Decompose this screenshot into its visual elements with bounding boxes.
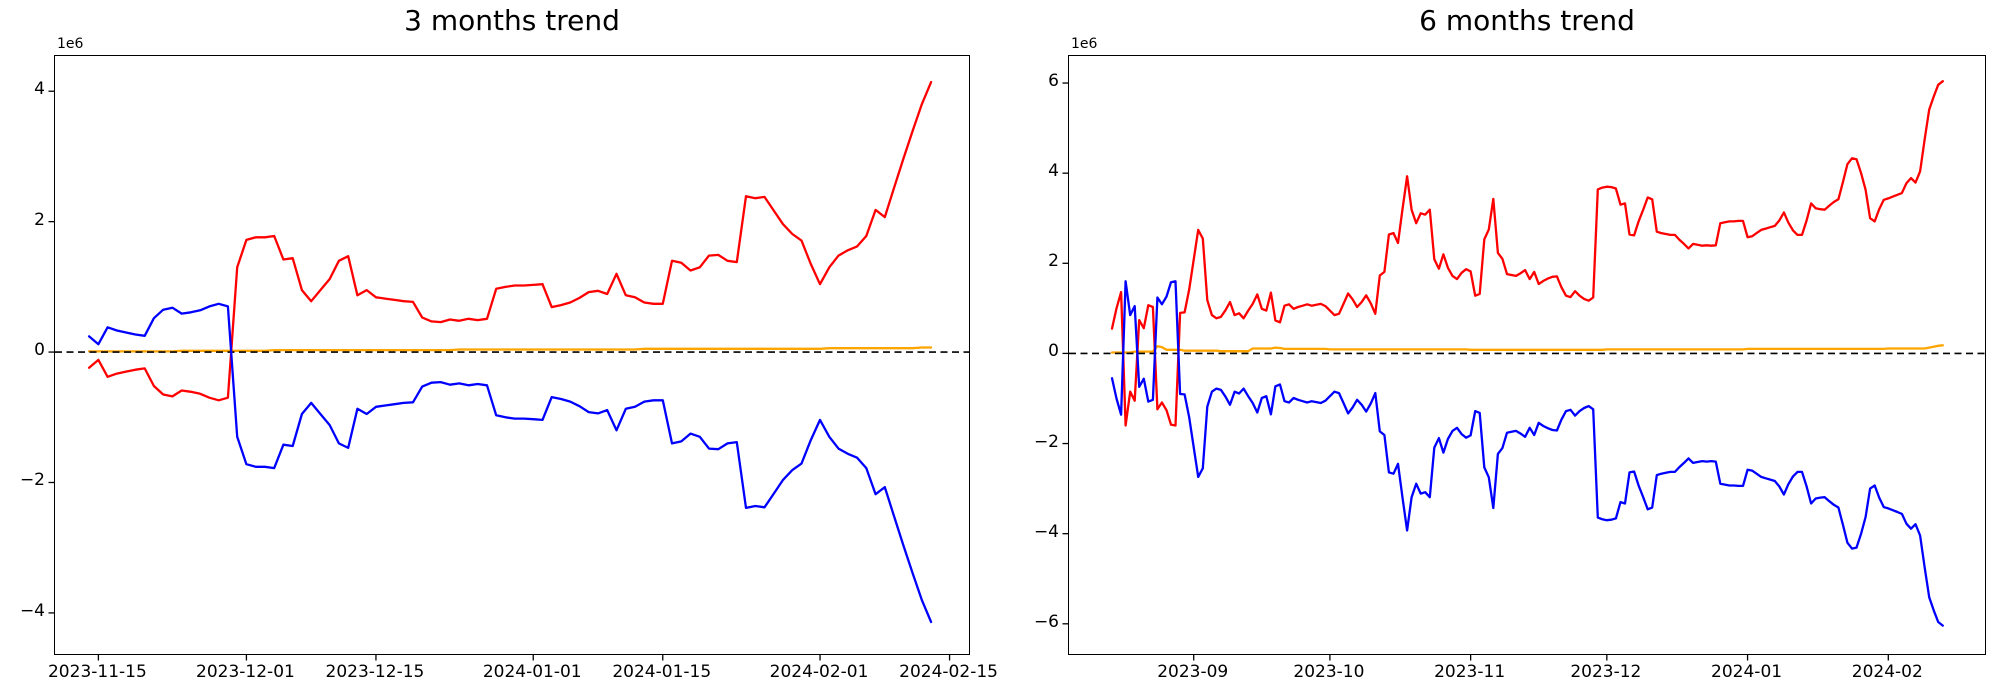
- plot-area: [48, 55, 970, 661]
- x-tick-label: 2023-12-01: [196, 662, 295, 682]
- y-tick-label: 0: [34, 340, 45, 361]
- chart-title: 3 months trend: [404, 4, 620, 37]
- x-tick-label: 2024-02-15: [899, 662, 998, 682]
- y-tick-label: −2: [1033, 431, 1059, 452]
- x-tick-label: 2024-02: [1851, 662, 1923, 682]
- y-tick-label: 6: [1048, 71, 1059, 92]
- chart-6-months-trend: 6 months trend 1e6 6 4 2 0 −2 −4 −6 2023-09 2023…: [1000, 0, 2000, 700]
- negative-line: [1110, 280, 1944, 627]
- net-line: [1110, 344, 1944, 354]
- x-tick-label: 2023-10: [1293, 662, 1365, 682]
- plot-area: [1062, 55, 1986, 661]
- positive-line: [87, 80, 933, 402]
- x-tick-label: 2024-01-15: [612, 662, 712, 682]
- x-tick-label: 2023-11: [1434, 662, 1506, 682]
- plot-svg: [1062, 80, 1985, 661]
- y-tick-label: −4: [19, 600, 45, 621]
- y-tick-label: −2: [19, 470, 45, 491]
- y-tick-label: 4: [1048, 161, 1059, 182]
- y-tick-label: 0: [1048, 341, 1059, 362]
- y-tick-label: 4: [34, 79, 45, 100]
- y-tick-label: −6: [1033, 611, 1059, 632]
- x-tick-label: 2024-01: [1711, 662, 1783, 682]
- x-tick-label: 2023-09: [1157, 662, 1229, 682]
- y-tick-label: −4: [1033, 521, 1059, 542]
- chart-title: 6 months trend: [1419, 4, 1635, 37]
- x-tick-label: 2023-12: [1570, 662, 1642, 682]
- plot-svg: [48, 80, 969, 661]
- y-axis-offset-label: 1e6: [1071, 36, 1098, 52]
- y-tick-label: 2: [34, 209, 45, 230]
- y-tick-label: 2: [1048, 251, 1059, 272]
- positive-line: [1110, 80, 1944, 427]
- x-tick-label: 2023-11-15: [47, 662, 147, 682]
- negative-line: [87, 302, 933, 624]
- y-axis-offset-label: 1e6: [57, 36, 84, 52]
- chart-3-months-trend: 3 months trend 1e6 4 2 0 −2 −4 2023-11-15 2023…: [19, 4, 998, 682]
- x-tick-label: 2023-12-15: [325, 662, 425, 682]
- x-tick-label: 2024-01-01: [482, 662, 582, 682]
- x-tick-label: 2024-02-01: [769, 662, 869, 682]
- net-line: [87, 346, 933, 353]
